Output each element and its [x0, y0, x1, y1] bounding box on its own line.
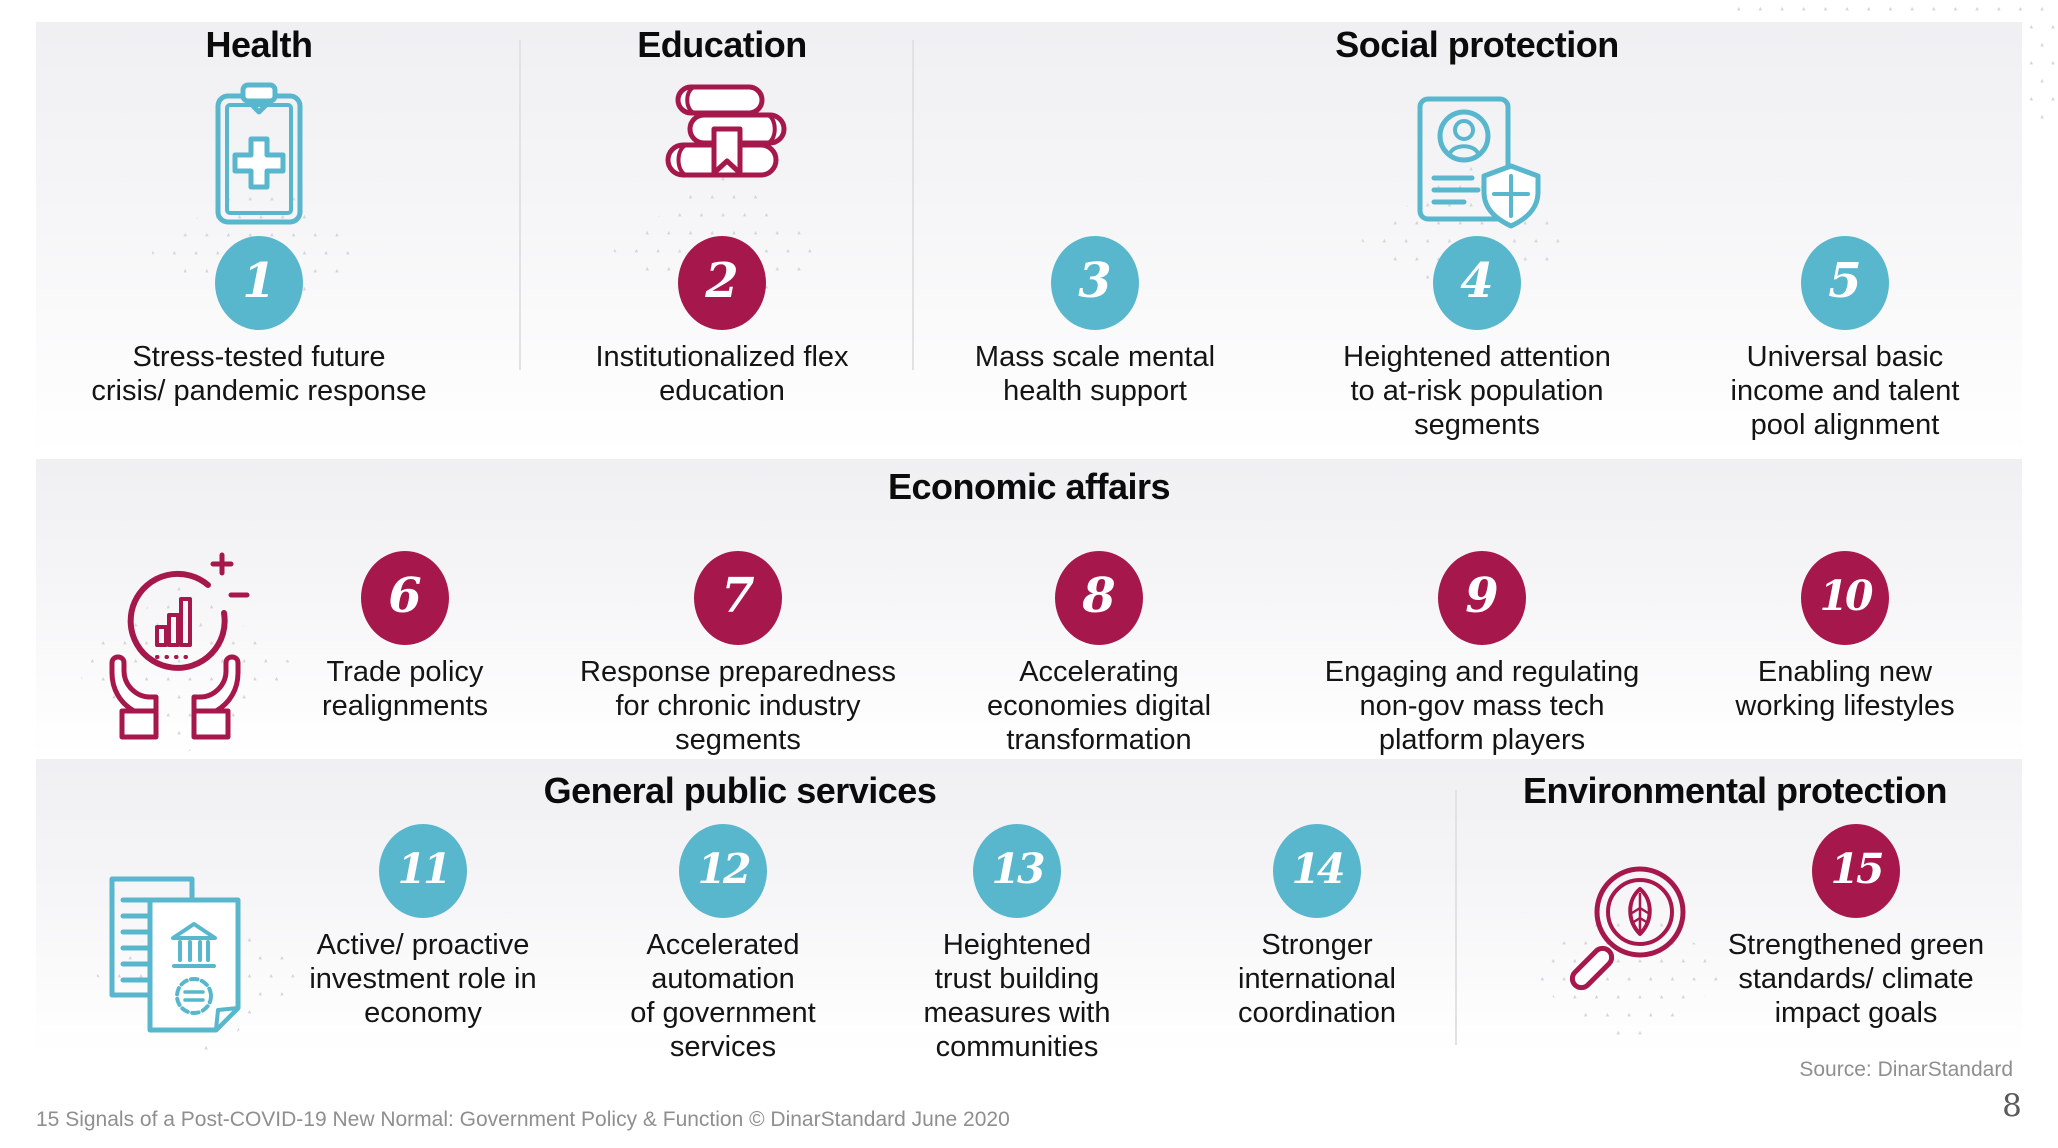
signal-9-badge: 9 — [1438, 551, 1526, 645]
signal-2-text: Institutionalized flex education — [595, 341, 849, 407]
signal-11: 11 Active/ proactive investment role in … — [273, 824, 573, 1030]
signal-14-badge: 14 — [1273, 824, 1361, 918]
section-title-education: Education — [637, 24, 807, 65]
divider — [1455, 790, 1457, 1045]
id-card-shield-icon — [1414, 96, 1544, 236]
signal-6: 6 Trade policy realignments — [225, 551, 585, 723]
section-title-health: Health — [205, 24, 313, 65]
signal-7-text: Response preparedness for chronic indust… — [580, 656, 896, 756]
signal-8-text: Accelerating economies digital transform… — [986, 656, 1212, 756]
signal-4-badge: 4 — [1433, 236, 1521, 330]
card-top — [36, 22, 2022, 455]
section-title-social-protection: Social protection — [1335, 24, 1619, 65]
divider — [912, 40, 914, 370]
signal-12-badge: 12 — [679, 824, 767, 918]
signal-7: 7 Response preparedness for chronic indu… — [538, 551, 938, 757]
signal-12-text: Accelerated automation of government ser… — [630, 929, 816, 1063]
signal-4: 4 Heightened attention to at-risk popula… — [1287, 236, 1667, 442]
signal-7-badge: 7 — [694, 551, 782, 645]
signal-11-text: Active/ proactive investment role in eco… — [309, 929, 537, 1029]
signal-3-badge: 3 — [1051, 236, 1139, 330]
footer-caption: 15 Signals of a Post-COVID-19 New Normal… — [36, 1108, 1010, 1131]
signal-15-text: Strengthened green standards/ climate im… — [1727, 929, 1985, 1029]
section-title-general-public-services: General public services — [543, 770, 937, 811]
signal-13: 13 Heightened trust building measures wi… — [867, 824, 1167, 1064]
signal-3-text: Mass scale mental health support — [974, 341, 1216, 407]
signal-5-text: Universal basic income and talent pool a… — [1730, 341, 1960, 441]
signal-5-badge: 5 — [1801, 236, 1889, 330]
signal-11-badge: 11 — [379, 824, 467, 918]
divider — [519, 40, 521, 370]
signal-14-text: Stronger international coordination — [1238, 929, 1396, 1029]
signal-6-badge: 6 — [361, 551, 449, 645]
signal-3: 3 Mass scale mental health support — [915, 236, 1275, 408]
signal-13-text: Heightened trust building measures with … — [923, 929, 1111, 1063]
signal-5: 5 Universal basic income and talent pool… — [1665, 236, 2025, 442]
hands-growth-chart-icon — [100, 535, 250, 740]
signal-15-badge: 15 — [1812, 824, 1900, 918]
signal-1-text: Stress-tested future crisis/ pandemic re… — [91, 341, 427, 407]
signal-8: 8 Accelerating economies digital transfo… — [909, 551, 1289, 757]
books-icon — [652, 84, 792, 212]
signal-2-badge: 2 — [678, 236, 766, 330]
source-label: Source: DinarStandard — [1799, 1058, 2013, 1081]
signal-9: 9 Engaging and regulating non-gov mass t… — [1267, 551, 1697, 757]
leaf-magnifier-icon — [1556, 856, 1691, 1006]
section-title-economic-affairs: Economic affairs — [887, 466, 1171, 507]
government-documents-icon — [108, 876, 243, 1036]
signal-10-text: Enabling new working lifestyles — [1735, 656, 1955, 722]
section-title-environmental-protection: Environmental protection — [1522, 770, 1948, 811]
signal-10-badge: 10 — [1801, 551, 1889, 645]
signal-1: 1 Stress-tested future crisis/ pandemic … — [39, 236, 479, 408]
page-number: 8 — [2002, 1088, 2022, 1124]
signal-14: 14 Stronger international coordination — [1167, 824, 1467, 1030]
signal-2: 2 Institutionalized flex education — [532, 236, 912, 408]
signal-1-badge: 1 — [215, 236, 303, 330]
signal-6-text: Trade policy realignments — [321, 656, 489, 722]
signal-10: 10 Enabling new working lifestyles — [1655, 551, 2035, 723]
signal-4-text: Heightened attention to at-risk populati… — [1343, 341, 1611, 441]
signal-9-text: Engaging and regulating non-gov mass tec… — [1324, 656, 1640, 756]
signal-8-badge: 8 — [1055, 551, 1143, 645]
signal-15: 15 Strengthened green standards/ climate… — [1686, 824, 2026, 1030]
clipboard-medical-icon — [212, 80, 306, 228]
signal-13-badge: 13 — [973, 824, 1061, 918]
signal-12: 12 Accelerated automation of government … — [573, 824, 873, 1064]
